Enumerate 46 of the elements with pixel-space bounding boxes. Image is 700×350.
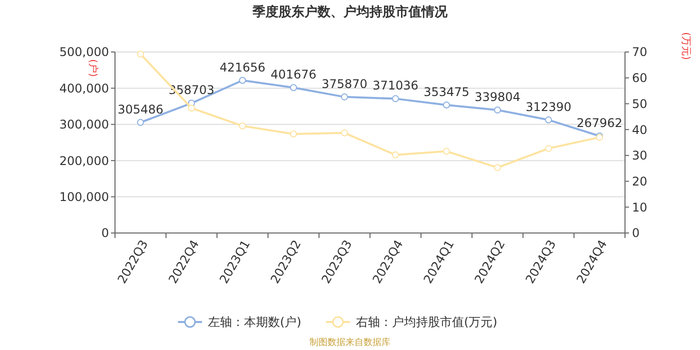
legend-label: 右轴：户均持股市值(万元) (356, 315, 498, 330)
data-label: 267962 (576, 116, 622, 130)
point (290, 84, 297, 92)
point (188, 104, 195, 112)
y2-tick-label: 10 (632, 200, 648, 214)
y-tick-label: 0 (101, 226, 109, 240)
data-label: 312390 (526, 100, 572, 114)
data-label: 339804 (474, 90, 520, 104)
y2-tick-label: 50 (632, 96, 648, 111)
point (443, 148, 450, 155)
y2-tick-label: 40 (632, 122, 648, 137)
point (494, 164, 501, 172)
point (341, 129, 348, 136)
data-label: 371036 (372, 78, 418, 93)
chart-title: 季度股东户数、户均持股市值情况 (252, 4, 448, 20)
y-tick-label: 200,000 (59, 154, 109, 168)
point (137, 118, 144, 126)
point (545, 116, 552, 124)
legend-label: 左轴：本期数(户) (208, 315, 302, 330)
data-label: 353475 (424, 85, 470, 100)
point (545, 144, 552, 152)
point (341, 93, 348, 100)
point (392, 151, 399, 158)
point (137, 50, 144, 58)
data-label: 421656 (220, 60, 266, 74)
data-label: 305486 (118, 102, 164, 116)
text: 制图数据来自数据库 (310, 337, 390, 348)
y2-axis-title: (万元) (680, 32, 691, 60)
y-tick-label: 300,000 (59, 118, 109, 132)
y-axis-title: (户) (87, 59, 99, 77)
point (239, 76, 246, 84)
y2-tick-label: 20 (632, 174, 648, 188)
point (290, 130, 297, 138)
y2-tick-label: 30 (632, 148, 648, 163)
y2-tick-label: 60 (632, 71, 648, 86)
y-tick-label: 400,000 (59, 81, 109, 96)
data-label: 401676 (270, 68, 316, 82)
y2-tick-label: 70 (632, 45, 648, 60)
y2-tick-label: 0 (632, 226, 640, 240)
point (239, 122, 246, 130)
y-tick-label: 100,000 (59, 190, 109, 204)
point (494, 106, 501, 114)
point (443, 102, 450, 109)
point (392, 95, 399, 102)
data-label: 375870 (322, 76, 368, 91)
y-tick-label: 500,000 (59, 45, 109, 60)
